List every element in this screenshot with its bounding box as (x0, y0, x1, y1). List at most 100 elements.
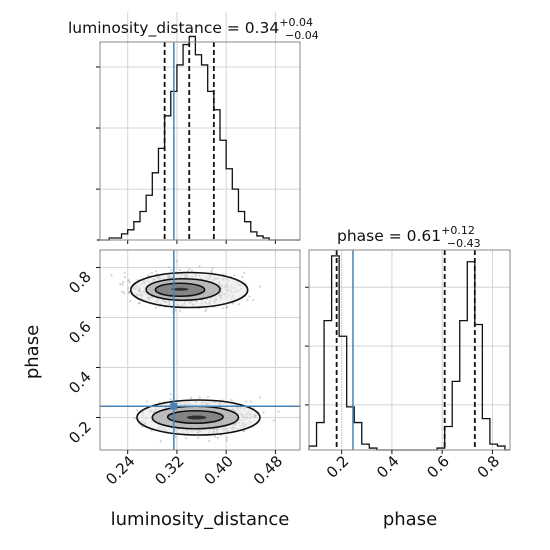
scatter-point (128, 292, 131, 295)
y-tick-label: 0.4 (65, 368, 95, 398)
scatter-point (259, 285, 262, 288)
x-tick-label: 0.32 (151, 452, 187, 488)
scatter-inner (110, 259, 280, 443)
scatter-point (186, 269, 189, 273)
scatter-point (174, 309, 177, 312)
x-axis-label-luminosity-distance: luminosity_distance (111, 509, 290, 530)
scatter-point (121, 281, 124, 284)
scatter-point (197, 436, 200, 439)
scatter-point (198, 265, 201, 268)
scatter-point (198, 396, 201, 399)
histogram-step-phase (308, 255, 510, 451)
truth-marker (170, 402, 178, 410)
scatter-point (179, 269, 182, 272)
scatter-point (123, 276, 127, 279)
scatter-point (225, 305, 229, 308)
scatter-point (241, 275, 244, 278)
scatter-point (208, 439, 211, 443)
scatter-point (121, 290, 124, 293)
scatter-point (178, 309, 182, 312)
panel-frame (99, 249, 301, 451)
scatter-point (169, 398, 172, 401)
scatter-point (135, 408, 139, 412)
scatter-point (127, 290, 131, 294)
scatter-point (174, 435, 177, 438)
scatter-point (188, 267, 191, 270)
phase-histogram-panel: 0.2 0.4 0.6 0.8 (305, 249, 511, 482)
x-tick-label: 0.8 (474, 452, 504, 482)
scatter-point (243, 429, 246, 433)
scatter-point (123, 292, 126, 295)
scatter-point (147, 274, 150, 277)
scatter-point (272, 419, 275, 422)
x-tick-label: 0.48 (250, 452, 286, 488)
luminosity-distance-histogram-panel (96, 12, 301, 244)
scatter-point (110, 274, 113, 277)
scatter-point (138, 301, 141, 305)
panel-frame (99, 41, 301, 241)
scatter-point (150, 271, 153, 275)
scatter-point (204, 310, 207, 313)
scatter-point (141, 425, 144, 428)
title-phase: phase = 0.61+0.12 −0.43 (337, 224, 481, 250)
scatter-point (258, 396, 262, 399)
scatter-point (150, 429, 153, 432)
y-axis-label-phase: phase (22, 325, 43, 379)
scatter-point (277, 410, 280, 413)
scatter-point (129, 300, 132, 303)
scatter-point (225, 306, 228, 310)
scatter-point (262, 411, 265, 414)
scatter-point (246, 298, 249, 302)
scatter-point (145, 400, 148, 403)
scatter-point (252, 298, 255, 302)
scatter-point (170, 269, 173, 272)
scatter-point (154, 270, 157, 273)
panel-frame (308, 249, 511, 451)
scatter-point (243, 271, 246, 274)
y-tick-label: 0.2 (65, 418, 95, 448)
scatter-point (128, 290, 131, 293)
x-tick-label: 0.24 (102, 452, 138, 488)
x-axis-label-phase: phase (383, 509, 437, 530)
scatter-point (127, 280, 130, 283)
scatter-point (210, 269, 213, 272)
scatter-point (154, 306, 158, 309)
scatter-point (249, 400, 253, 403)
scatter-point (216, 436, 219, 439)
y-tick-label: 0.6 (65, 318, 95, 348)
scatter-point (232, 302, 235, 305)
scatter-point (128, 281, 132, 284)
scatter-point (127, 278, 130, 282)
x-tick-label: 0.2 (323, 452, 353, 482)
scatter-point (233, 274, 236, 277)
x-tick-label: 0.40 (201, 452, 237, 488)
scatter-point (119, 283, 122, 286)
scatter-point (213, 435, 217, 438)
scatter-point (225, 439, 228, 442)
x-tick-label: 0.4 (373, 452, 403, 482)
x-tick-label: 0.6 (423, 452, 453, 482)
scatter-point (169, 393, 172, 396)
contour-level (186, 415, 207, 420)
scatter-point (137, 302, 140, 305)
scatter-point (225, 436, 228, 439)
scatter-point (133, 417, 136, 420)
scatter-point (121, 283, 124, 286)
scatter-point (206, 395, 210, 398)
scatter-point (211, 267, 214, 270)
scatter-point (237, 303, 241, 306)
scatter-point (123, 271, 126, 274)
scatter-point (127, 287, 130, 290)
scatter-point (245, 400, 248, 403)
title-luminosity-distance: luminosity_distance = 0.34+0.04 −0.04 (68, 16, 319, 42)
scatter-point (190, 269, 194, 272)
scatter-point (185, 437, 188, 440)
scatter-point (230, 399, 233, 402)
scatter-point (189, 396, 193, 399)
scatter-point (167, 266, 170, 269)
phase-vs-luminosity-distance-scatter-panel: 0.24 0.32 0.40 0.48 0.2 0.4 0.6 0.8 (65, 249, 301, 488)
scatter-point (221, 306, 225, 310)
scatter-point (175, 259, 179, 263)
histogram-step-luminosity-distance (96, 35, 300, 241)
